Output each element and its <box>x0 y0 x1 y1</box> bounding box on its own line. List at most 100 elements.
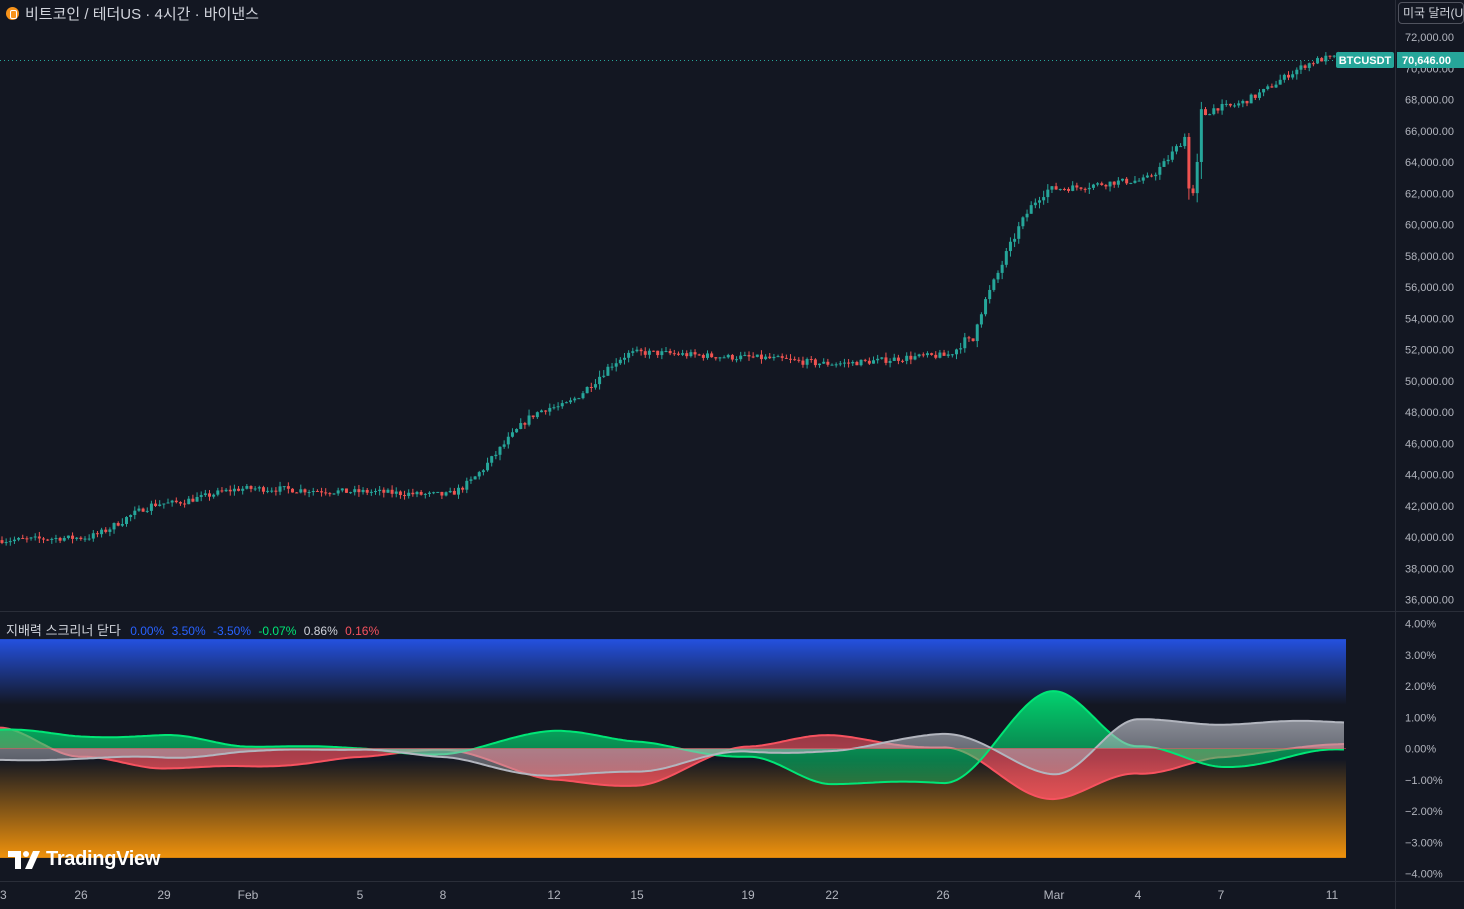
candle <box>652 350 656 352</box>
time-tick-label: 7 <box>1218 888 1225 902</box>
candle <box>573 396 577 403</box>
candle <box>232 484 236 496</box>
candle <box>307 489 311 498</box>
candle <box>664 347 668 353</box>
candle <box>631 347 635 357</box>
time-tick-label: 3 <box>0 888 7 902</box>
candle <box>793 356 797 361</box>
candle <box>282 486 286 491</box>
candle <box>523 421 527 429</box>
candle <box>623 353 626 365</box>
bitcoin-icon <box>6 6 19 20</box>
candle <box>336 487 340 496</box>
candle <box>789 354 792 364</box>
candle <box>411 488 415 497</box>
price-scale[interactable]: 72,000.0070,000.0068,000.0066,000.0064,0… <box>1405 32 1454 607</box>
candle <box>880 357 884 360</box>
candle <box>693 349 697 358</box>
candle <box>486 457 490 472</box>
price-pane[interactable] <box>0 51 1395 546</box>
candle <box>1116 177 1120 188</box>
candle <box>668 348 672 356</box>
candle <box>54 534 58 543</box>
candle <box>162 503 166 509</box>
candle <box>286 482 290 494</box>
candle <box>79 536 83 541</box>
candle <box>1054 182 1058 190</box>
time-tick-label: 29 <box>157 888 171 902</box>
candle <box>598 370 602 390</box>
candle <box>722 355 726 359</box>
candle <box>1141 174 1145 184</box>
candle <box>415 490 419 498</box>
candle <box>278 481 282 496</box>
candle <box>1158 162 1162 180</box>
symbol-label: BTCUSDT <box>1339 55 1392 67</box>
candle <box>299 484 303 494</box>
candle <box>1233 103 1237 108</box>
candle <box>440 491 444 500</box>
symbol-header[interactable]: 비트코인 / 테더US · 4시간 · 바이낸스 <box>6 3 259 23</box>
candle <box>1199 101 1203 179</box>
candle <box>50 537 54 544</box>
candle <box>1241 99 1245 108</box>
candle <box>1311 61 1315 67</box>
candle <box>726 353 730 359</box>
candle <box>1274 80 1278 88</box>
indicator-tick-label: 0.00% <box>1405 744 1436 756</box>
candle <box>515 428 519 433</box>
indicator-tick-label: 2.00% <box>1405 681 1436 693</box>
indicator-tick-label: −1.00% <box>1405 775 1443 787</box>
candle <box>614 358 618 372</box>
indicator-scale[interactable]: 4.00% 3.00% 2.00% 1.00% 0.00% −1.00% −2.00% −3.… <box>1405 619 1443 881</box>
price-tick-label: 58,000.00 <box>1405 251 1454 263</box>
time-tick-label: 19 <box>741 888 755 902</box>
indicator-value: 0.16% <box>345 624 380 638</box>
candle <box>1050 185 1054 193</box>
candle <box>1183 133 1187 149</box>
indicator-pane[interactable] <box>0 639 1346 858</box>
candle <box>369 489 373 496</box>
candle <box>174 497 178 504</box>
candle <box>423 492 427 499</box>
time-tick-label: 4 <box>1135 888 1142 902</box>
price-tick-label: 44,000.00 <box>1405 470 1454 482</box>
symbol-title: 비트코인 / 테더US · 4시간 · 바이낸스 <box>25 5 259 23</box>
price-tick-label: 60,000.00 <box>1405 220 1454 232</box>
candle <box>643 347 647 358</box>
candle <box>544 410 548 415</box>
tradingview-logo[interactable]: TradingView <box>8 848 160 871</box>
candle <box>166 498 170 504</box>
candle <box>407 489 411 499</box>
currency-button[interactable]: 미국 달러(U <box>1398 2 1464 24</box>
watermark-text: TradingView <box>46 848 161 870</box>
candle <box>1008 237 1012 257</box>
time-tick-label: Feb <box>238 888 259 902</box>
candle <box>228 485 232 496</box>
candle <box>137 505 141 512</box>
candle <box>1104 183 1108 190</box>
candle <box>896 354 900 365</box>
candle <box>606 363 610 376</box>
indicator-legend[interactable]: 지배력 스크리너 닫다 0.00% 3.50% -3.50% -0.07% 0.… <box>6 620 383 639</box>
price-tick-label: 68,000.00 <box>1405 95 1454 107</box>
indicator-value: 3.50% <box>171 624 206 638</box>
red-series-line <box>0 726 1345 801</box>
candle <box>548 403 552 416</box>
indicator-name: 지배력 스크리너 닫다 <box>6 623 121 638</box>
candle <box>697 353 701 356</box>
candle <box>469 476 473 484</box>
candle <box>42 537 45 544</box>
price-tick-label: 66,000.00 <box>1405 126 1454 138</box>
time-axis[interactable]: 3 26 29 Feb 5 8 12 15 19 22 26 Mar 4 7 11 <box>0 888 1339 902</box>
candle <box>917 353 921 358</box>
candle <box>1129 182 1133 185</box>
candle <box>1000 260 1004 280</box>
price-tick-label: 54,000.00 <box>1405 313 1454 325</box>
candle <box>855 360 859 366</box>
candle <box>427 491 431 497</box>
candle <box>8 537 12 546</box>
last-price-tag: BTCUSDT 70,646.00 <box>1336 52 1464 68</box>
candle <box>145 507 149 513</box>
